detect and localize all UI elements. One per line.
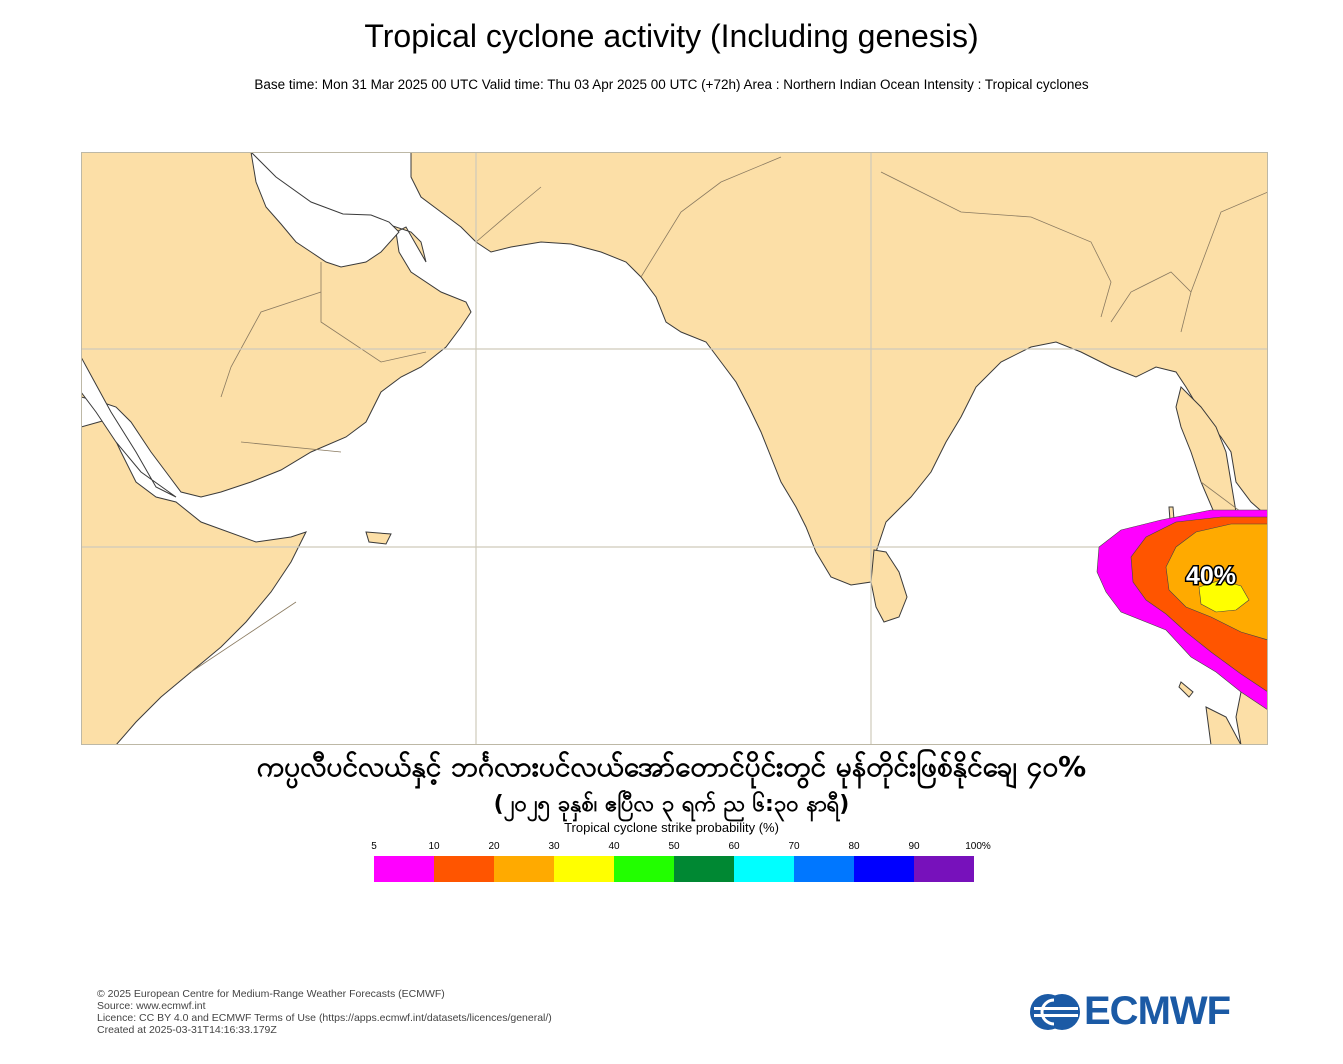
persian-gulf bbox=[250, 152, 400, 268]
land-socotra bbox=[365, 531, 392, 545]
legend-swatch bbox=[854, 856, 914, 882]
legend-swatch bbox=[734, 856, 794, 882]
legend-tick-label: 10 bbox=[428, 841, 440, 852]
caption-line-1: ကပ္ပလီပင်လယ်နှင့် ဘင်္ဂလားပင်လယ်အော်တောင… bbox=[256, 750, 1087, 783]
legend-swatch bbox=[434, 856, 494, 882]
legend-swatch bbox=[494, 856, 554, 882]
footer-source: Source: www.ecmwf.int bbox=[97, 1000, 206, 1012]
legend-tick-label: 5 bbox=[371, 841, 377, 852]
ecmwf-logo: ECMWF bbox=[1028, 989, 1254, 1033]
legend-tick-label: 40 bbox=[608, 841, 620, 852]
legend-tick-label: 90 bbox=[908, 841, 920, 852]
legend-tick-label: 60 bbox=[728, 841, 740, 852]
probability-contours bbox=[1096, 509, 1268, 711]
land-nicobar-islands bbox=[1178, 681, 1194, 698]
legend-tick-label: 70 bbox=[788, 841, 800, 852]
legend-tick-label: 50 bbox=[668, 841, 680, 852]
legend-swatch bbox=[374, 856, 434, 882]
land-sumatra bbox=[1205, 706, 1242, 745]
chart-title: Tropical cyclone activity (Including gen… bbox=[364, 18, 979, 54]
footer: © 2025 European Centre for Medium-Range … bbox=[97, 988, 552, 1036]
legend-swatch bbox=[794, 856, 854, 882]
map-frame bbox=[81, 152, 1268, 745]
land-layer bbox=[81, 152, 1268, 745]
ecmwf-emblem-icon bbox=[1030, 994, 1080, 1030]
grid-layer bbox=[81, 152, 1268, 745]
land-sri-lanka bbox=[870, 549, 908, 623]
legend-title: Tropical cyclone strike probability (%) bbox=[564, 820, 779, 835]
contour-30-40 bbox=[1198, 579, 1250, 613]
legend-swatch bbox=[554, 856, 614, 882]
map: 40% bbox=[81, 152, 1268, 745]
ecmwf-logo-text: ECMWF bbox=[1084, 989, 1231, 1033]
footer-created: Created at 2025-03-31T14:16:33.179Z bbox=[97, 1024, 277, 1036]
red-sea bbox=[81, 356, 177, 498]
legend-tick-label: 30 bbox=[548, 841, 560, 852]
border-layer bbox=[190, 156, 1268, 673]
footer-licence: Licence: CC BY 4.0 and ECMWF Terms of Us… bbox=[97, 1012, 552, 1024]
legend-tick-label: 80 bbox=[848, 841, 860, 852]
legend-swatch bbox=[914, 856, 974, 882]
legend-tick-label: 20 bbox=[488, 841, 500, 852]
chart-subtitle: Base time: Mon 31 Mar 2025 00 UTC Valid … bbox=[254, 77, 1089, 92]
probability-label: 40% bbox=[1186, 562, 1236, 590]
footer-copyright: © 2025 European Centre for Medium-Range … bbox=[97, 988, 445, 1000]
legend-swatch bbox=[674, 856, 734, 882]
legend: 5 10 20 30 40 50 60 70 80 90 100% bbox=[371, 841, 991, 882]
land-south-asia bbox=[410, 152, 1268, 586]
caption-line-2: (၂၀၂၅ ခုနှစ်၊ ဧပြီလ ၃ ရက် ည ၆:၃၀ နာရီ) bbox=[493, 792, 850, 817]
legend-swatch bbox=[614, 856, 674, 882]
legend-tick-label: 100% bbox=[965, 841, 991, 852]
